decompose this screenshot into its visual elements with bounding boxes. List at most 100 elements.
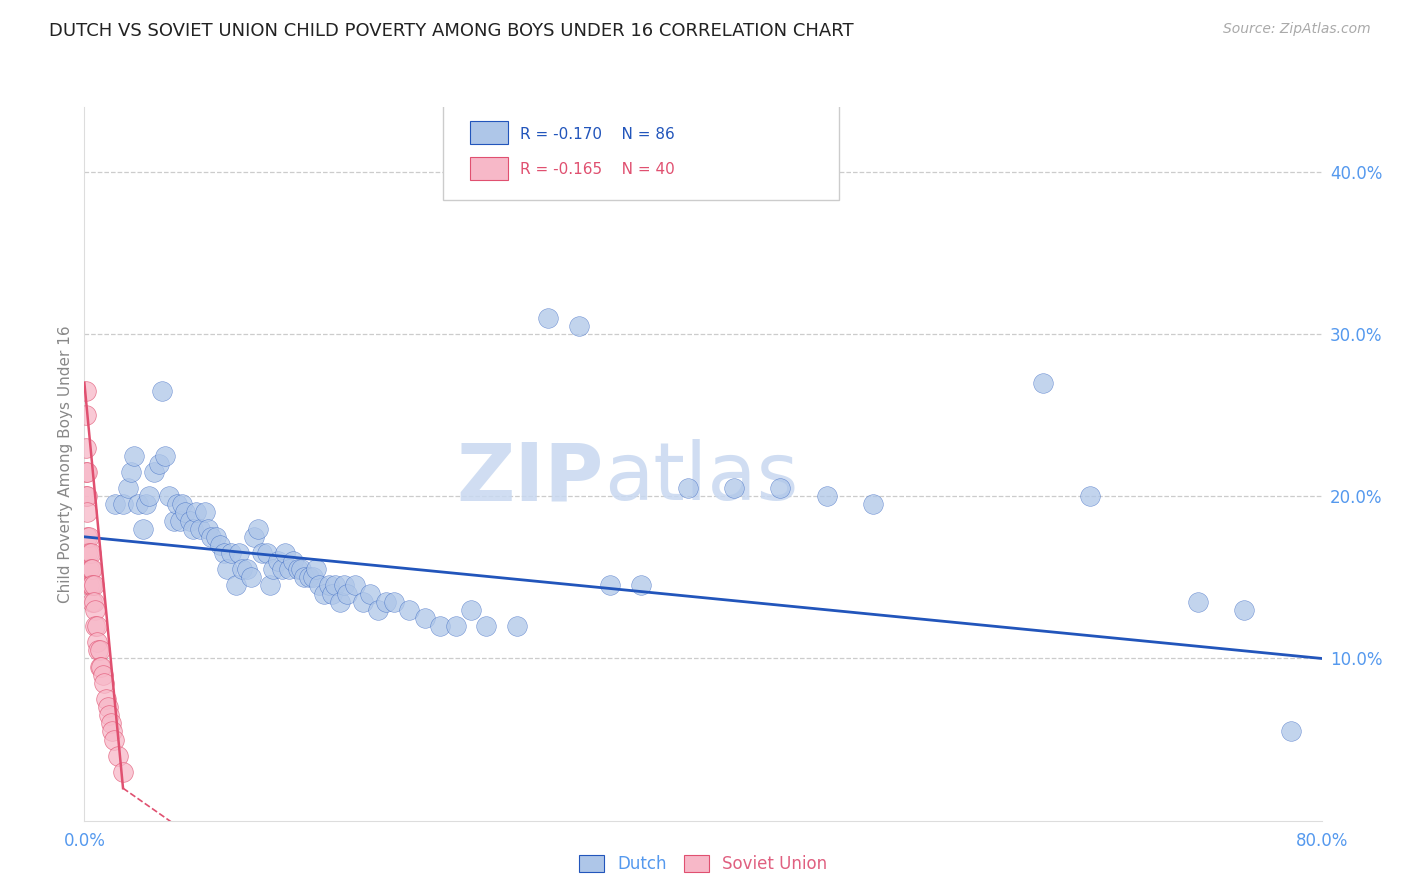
Point — [676, 481, 699, 495]
Point — [93, 675, 115, 690]
Point — [184, 506, 207, 520]
Point — [97, 700, 120, 714]
Point — [1078, 489, 1101, 503]
Point — [86, 619, 108, 633]
Point — [323, 578, 346, 592]
Point — [174, 506, 197, 520]
Point — [460, 603, 482, 617]
Point — [128, 497, 150, 511]
Point — [194, 506, 217, 520]
Point — [82, 562, 104, 576]
Point — [302, 570, 325, 584]
Point — [82, 578, 104, 592]
Point — [79, 578, 101, 592]
Point — [277, 562, 299, 576]
Point — [537, 310, 560, 325]
Point — [89, 643, 111, 657]
Point — [630, 578, 652, 592]
Point — [150, 384, 173, 398]
Point — [318, 578, 340, 592]
Point — [197, 522, 219, 536]
Text: R = -0.165    N = 40: R = -0.165 N = 40 — [520, 162, 675, 178]
Point — [84, 603, 107, 617]
Point — [475, 619, 498, 633]
Point — [77, 578, 100, 592]
Point — [314, 586, 336, 600]
Point — [240, 570, 263, 584]
Point — [444, 619, 467, 633]
Point — [212, 546, 235, 560]
Text: DUTCH VS SOVIET UNION CHILD POVERTY AMONG BOYS UNDER 16 CORRELATION CHART: DUTCH VS SOVIET UNION CHILD POVERTY AMON… — [49, 22, 853, 40]
Text: ZIP: ZIP — [457, 439, 605, 517]
Point — [305, 562, 328, 576]
Point — [77, 562, 100, 576]
Point — [83, 595, 105, 609]
Point — [87, 643, 110, 657]
Point — [209, 538, 232, 552]
Point — [382, 595, 405, 609]
Point — [153, 449, 176, 463]
Point — [723, 481, 745, 495]
Point — [135, 497, 157, 511]
Point — [599, 578, 621, 592]
Point — [367, 603, 389, 617]
Text: R = -0.170    N = 86: R = -0.170 N = 86 — [520, 127, 675, 142]
Point — [122, 449, 145, 463]
Point — [333, 578, 356, 592]
Point — [256, 546, 278, 560]
Point — [100, 716, 122, 731]
Point — [76, 489, 98, 503]
Point — [283, 554, 305, 568]
Point — [271, 562, 294, 576]
Point — [215, 562, 238, 576]
Point — [112, 764, 135, 779]
Point — [107, 748, 129, 763]
Point — [75, 408, 97, 422]
Point — [329, 595, 352, 609]
Point — [159, 489, 181, 503]
Point — [246, 522, 269, 536]
Point — [298, 570, 321, 584]
FancyBboxPatch shape — [443, 103, 839, 200]
Point — [252, 546, 274, 560]
Point — [75, 465, 97, 479]
Point — [267, 554, 290, 568]
Point — [138, 489, 160, 503]
Point — [769, 481, 792, 495]
Point — [76, 506, 98, 520]
Point — [413, 611, 436, 625]
Point — [243, 530, 266, 544]
Point — [231, 562, 253, 576]
Point — [1187, 595, 1209, 609]
Point — [287, 562, 309, 576]
Point — [170, 497, 193, 511]
Point — [205, 530, 228, 544]
Point — [84, 619, 107, 633]
Point — [120, 465, 142, 479]
Point — [568, 318, 591, 333]
Point — [163, 514, 186, 528]
Point — [82, 595, 104, 609]
Point — [75, 489, 97, 503]
Y-axis label: Child Poverty Among Boys Under 16: Child Poverty Among Boys Under 16 — [58, 325, 73, 603]
Point — [429, 619, 451, 633]
Point — [228, 546, 250, 560]
Point — [321, 586, 343, 600]
Point — [292, 570, 315, 584]
FancyBboxPatch shape — [471, 157, 508, 180]
Point — [1233, 603, 1256, 617]
Point — [117, 481, 139, 495]
Point — [181, 522, 204, 536]
Legend: Dutch, Soviet Union: Dutch, Soviet Union — [572, 848, 834, 880]
Point — [101, 724, 124, 739]
Point — [76, 530, 98, 544]
FancyBboxPatch shape — [471, 121, 508, 145]
Point — [1279, 724, 1302, 739]
Point — [1032, 376, 1054, 390]
Point — [352, 595, 374, 609]
Point — [79, 562, 101, 576]
Point — [398, 603, 420, 617]
Point — [188, 522, 212, 536]
Point — [221, 546, 243, 560]
Point — [336, 586, 359, 600]
